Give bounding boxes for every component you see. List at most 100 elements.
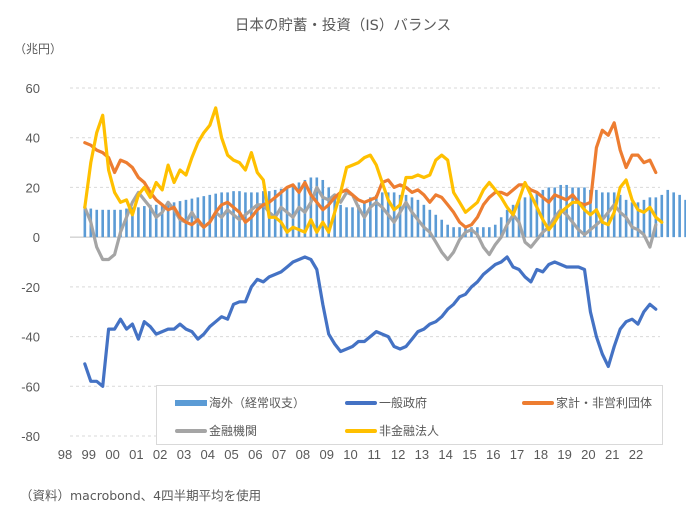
x-tick-label: 22	[629, 447, 643, 462]
bar-overseas	[357, 204, 360, 238]
x-tick-label: 07	[272, 447, 286, 462]
bar-overseas	[315, 177, 319, 238]
legend-swatch-bar-icon	[175, 399, 207, 406]
bar-overseas	[547, 187, 551, 238]
bar-overseas	[202, 196, 206, 238]
bar-overseas	[363, 202, 366, 238]
bar-overseas	[583, 187, 586, 238]
bar-overseas	[380, 192, 384, 238]
x-tick-label: 13	[415, 447, 429, 462]
legend-swatch-line-icon	[522, 400, 554, 405]
x-tick-label: 99	[82, 447, 96, 462]
x-tick-label: 20	[581, 447, 595, 462]
bar-overseas	[256, 192, 259, 238]
bar-overseas	[440, 219, 444, 238]
line-financial-institutions	[83, 185, 658, 262]
bar-overseas	[541, 189, 545, 238]
bar-overseas	[553, 187, 557, 238]
bar-overseas	[392, 192, 396, 238]
chart-legend: 海外（経常収支） 一般政府 家計・非営利団体 金融機関 非金融法人	[156, 385, 663, 445]
y-tick-label: -40	[21, 330, 40, 345]
bar-overseas	[499, 217, 503, 238]
bar-overseas	[517, 199, 521, 238]
x-tick-label: 00	[105, 447, 119, 462]
legend-label: 一般政府	[379, 396, 428, 410]
bar-overseas	[476, 227, 479, 238]
bar-overseas	[303, 179, 307, 238]
x-tick-label: 11	[368, 447, 382, 462]
x-tick-label: 05	[224, 447, 238, 462]
bar-overseas	[648, 197, 652, 238]
bar-overseas	[190, 198, 194, 238]
bar-overseas	[470, 227, 473, 238]
bar-overseas	[184, 199, 188, 238]
bar-overseas	[374, 194, 378, 238]
bar-overseas	[488, 227, 491, 238]
legend-label: 海外（経常収支）	[209, 396, 306, 410]
bar-overseas	[113, 209, 116, 238]
bar-overseas	[458, 227, 461, 238]
gridlines	[70, 87, 660, 437]
bar-overseas	[482, 227, 485, 238]
bar-overseas	[345, 207, 348, 238]
x-tick-label: 98	[58, 447, 72, 462]
legend-label: 家計・非営利団体	[556, 396, 653, 410]
bar-overseas	[630, 202, 634, 238]
bar-overseas	[410, 197, 414, 238]
legend-swatch-line-icon	[345, 428, 377, 433]
bar-overseas	[166, 202, 170, 238]
y-tick-label: 60	[26, 81, 40, 96]
bar-overseas	[226, 192, 229, 238]
bar-overseas	[279, 188, 283, 238]
source-note: （資料）macrobond、4四半期平均を使用	[20, 488, 262, 503]
bar-overseas	[601, 192, 604, 238]
bar-overseas	[369, 197, 372, 238]
bar-overseas	[131, 207, 134, 238]
x-tick-label: 06	[248, 447, 262, 462]
bar-overseas	[672, 192, 675, 238]
bar-overseas	[529, 194, 533, 238]
bar-overseas	[678, 194, 681, 238]
bar-overseas	[148, 204, 152, 238]
bar-overseas	[172, 202, 176, 238]
x-tick-label: 09	[319, 447, 333, 462]
bar-overseas	[83, 207, 87, 238]
bar-overseas	[666, 189, 670, 238]
bar-overseas	[273, 189, 277, 238]
legend-label: 金融機関	[209, 424, 258, 438]
bar-overseas	[125, 208, 128, 238]
y-tick-label: -80	[21, 429, 40, 444]
bar-overseas	[137, 207, 140, 238]
legend-label: 非金融法人	[379, 424, 440, 438]
bar-overseas	[493, 224, 497, 238]
y-tick-label: -20	[21, 280, 40, 295]
x-tick-label: 16	[486, 447, 500, 462]
bar-overseas	[511, 204, 515, 238]
bar-overseas	[446, 224, 449, 238]
bar-overseas	[535, 192, 539, 238]
bar-overseas	[565, 184, 568, 238]
x-tick-label: 03	[177, 447, 191, 462]
bar-overseas	[95, 209, 99, 238]
bar-overseas	[571, 187, 574, 238]
x-tick-label: 17	[510, 447, 524, 462]
legend-item-overseas: 海外（経常収支）	[175, 394, 305, 411]
bar-overseas	[577, 187, 580, 238]
bar-overseas	[660, 194, 664, 238]
bar-overseas	[452, 227, 455, 238]
bar-overseas	[398, 194, 402, 238]
bar-overseas	[119, 209, 122, 238]
bar-overseas	[339, 204, 342, 238]
bar-overseas	[684, 199, 686, 238]
line-government	[83, 255, 658, 388]
line-series-group	[83, 106, 664, 388]
x-tick-label: 19	[557, 447, 571, 462]
x-tick-label: 14	[438, 447, 452, 462]
bar-overseas	[595, 189, 598, 238]
bar-overseas	[618, 194, 622, 238]
bar-overseas	[351, 207, 354, 238]
bar-overseas	[422, 204, 426, 238]
bar-overseas	[434, 214, 438, 238]
x-tick-label: 10	[343, 447, 357, 462]
